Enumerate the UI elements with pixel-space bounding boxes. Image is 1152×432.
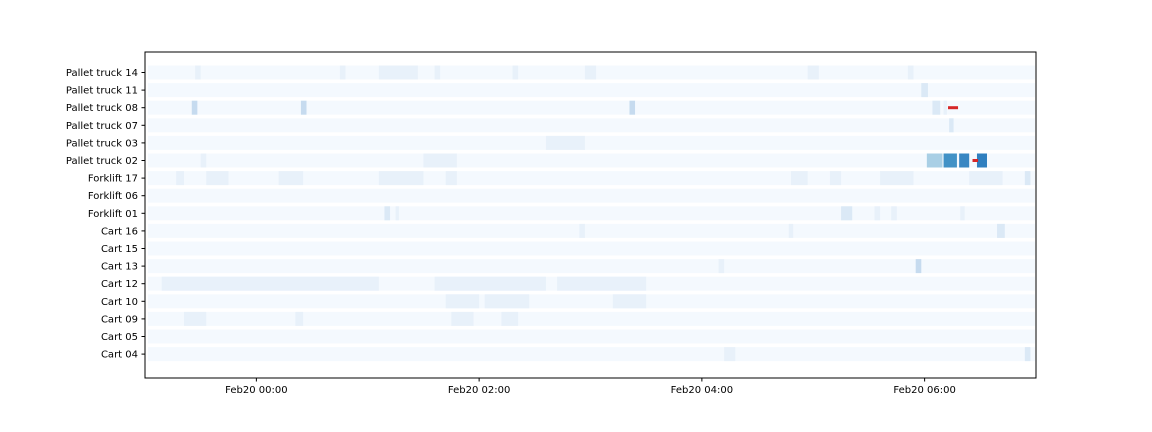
heatmap-cell [395, 206, 399, 221]
row-strip [148, 241, 1035, 256]
heatmap-cell [295, 311, 304, 326]
y-tick-label: Pallet truck 07 [66, 121, 138, 132]
y-tick-label: Forklift 06 [88, 191, 138, 202]
y-tick-label: Pallet truck 03 [66, 138, 138, 149]
heatmap-cell [718, 259, 725, 274]
heatmap-cell [545, 135, 585, 150]
row-strip [148, 100, 1035, 115]
x-tick-label: Feb20 06:00 [893, 385, 955, 396]
heatmap-cell [788, 223, 794, 238]
heatmap-cell [484, 294, 530, 309]
y-tick-label: Cart 09 [101, 314, 138, 325]
row-strip [148, 347, 1035, 362]
y-tick-label: Cart 04 [101, 350, 138, 361]
x-tick-label: Feb20 04:00 [671, 385, 733, 396]
heatmap-cell [584, 65, 597, 80]
plot-frame [144, 51, 1037, 379]
heatmap-cell [612, 294, 647, 309]
heatmap-cell [891, 206, 897, 221]
heatmap-cell [629, 100, 636, 115]
y-tick-label: Cart 16 [101, 226, 138, 237]
y-tick-label: Pallet truck 11 [66, 86, 138, 97]
row-strip [148, 135, 1035, 150]
row-strip [148, 83, 1035, 98]
heatmap-cell [1024, 171, 1031, 186]
heatmap-cell [378, 65, 418, 80]
heatmap-cell [384, 206, 391, 221]
event-markers [948, 106, 979, 162]
heatmap-cell [512, 65, 519, 80]
row-strip [148, 153, 1035, 168]
y-tick-label: Cart 12 [101, 279, 138, 290]
row-strip [148, 188, 1035, 203]
y-axis: Pallet truck 14 Pallet truck 11 Pallet tru… [66, 68, 145, 361]
y-tick-label: Cart 15 [101, 244, 138, 255]
heatmap-cell [915, 259, 922, 274]
row-strip [148, 311, 1035, 326]
heatmap-cell [724, 347, 736, 362]
heatmap-cell [976, 153, 987, 168]
heatmap-cell [1024, 347, 1031, 362]
heatmap-cell [921, 83, 928, 98]
heatmap-cell [339, 65, 346, 80]
heatmap-cell [434, 276, 546, 291]
x-axis: Feb20 00:00 Feb20 02:00 Feb20 04:00 Feb20 0… [225, 378, 956, 396]
y-tick-label: Forklift 01 [88, 209, 138, 220]
event-marker [948, 106, 959, 110]
heatmap-cell [943, 100, 947, 115]
heatmap-cell [200, 153, 207, 168]
y-tick-label: Cart 10 [101, 297, 138, 308]
row-strip [148, 118, 1035, 133]
y-tick-label: Pallet truck 14 [66, 68, 138, 79]
row-strip [148, 259, 1035, 274]
heatmap-cell [176, 171, 184, 186]
heatmap-cell [501, 311, 519, 326]
heatmap-cell [195, 65, 201, 80]
heatmap-cell [579, 223, 585, 238]
heatmap-cell [557, 276, 647, 291]
heatmap-cell [451, 311, 474, 326]
heatmap-cell [790, 171, 808, 186]
heatmap-cell [183, 311, 207, 326]
heatmap-cell [445, 171, 457, 186]
event-marker [972, 159, 979, 162]
heatmap-cell [932, 100, 941, 115]
y-tick-label: Pallet truck 02 [66, 156, 138, 167]
y-tick-label: Cart 05 [101, 332, 138, 343]
heatmap-cell [829, 171, 842, 186]
heatmap-cell [278, 171, 304, 186]
heatmap-cell [960, 206, 965, 221]
heatmap-cells [148, 65, 1035, 362]
heatmap-cell [423, 153, 457, 168]
heatmap-cell [841, 206, 853, 221]
row-strip [148, 223, 1035, 238]
y-tick-label: Cart 13 [101, 262, 138, 273]
heatmap-cell [949, 118, 954, 133]
x-tick-label: Feb20 00:00 [225, 385, 287, 396]
row-strip [148, 206, 1035, 221]
y-tick-label: Forklift 17 [88, 174, 138, 185]
heatmap-cell [943, 153, 957, 168]
heatmap-cell [874, 206, 881, 221]
heatmap-cell [378, 171, 424, 186]
x-tick-label: Feb20 02:00 [448, 385, 510, 396]
heatmap-cell [191, 100, 198, 115]
y-tick-label: Pallet truck 08 [66, 103, 138, 114]
heatmap-cell [926, 153, 943, 168]
heatmap-cell [969, 171, 1003, 186]
heatmap-cell [997, 223, 1005, 238]
heatmap-cell [807, 65, 819, 80]
heatmap-cell [206, 171, 229, 186]
heatmap-cell [907, 65, 914, 80]
heatmap-cell [445, 294, 480, 309]
row-strip [148, 171, 1035, 186]
row-strip [148, 294, 1035, 309]
row-strip [148, 329, 1035, 344]
heatmap-cell [959, 153, 970, 168]
heatmap-cell [434, 65, 441, 80]
heatmap-cell [161, 276, 379, 291]
heatmap-cell [300, 100, 307, 115]
heatmap-cell [880, 171, 914, 186]
